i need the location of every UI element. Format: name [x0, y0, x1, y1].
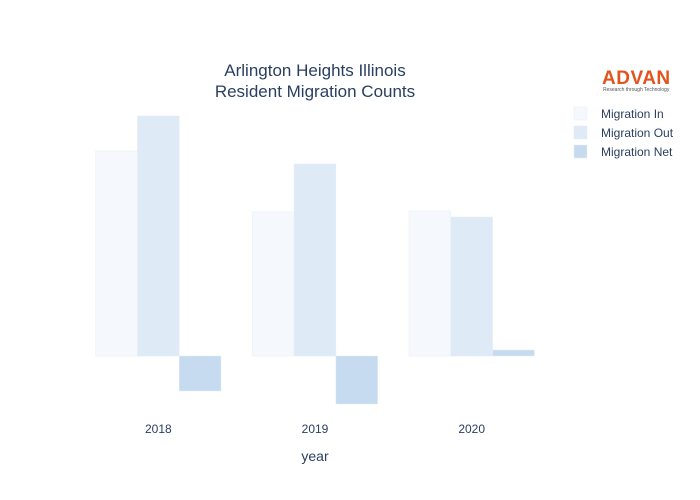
bar-migration-in-2018[interactable] [95, 150, 138, 357]
bar-migration-out-2020[interactable] [450, 216, 493, 357]
legend: Migration In Migration Out Migration Net [573, 106, 674, 159]
advan-logo: ADVAN Research through Technology [602, 68, 671, 93]
bar-migration-net-2019[interactable] [335, 355, 378, 405]
bar-migration-in-2019[interactable] [252, 211, 295, 357]
legend-swatch-migration-out [573, 125, 588, 140]
x-tick-label-2019: 2019 [302, 422, 329, 436]
bars-layer [95, 115, 535, 405]
chart-title-line-1: Arlington Heights Illinois [224, 61, 405, 80]
bar-migration-in-2020[interactable] [408, 210, 452, 357]
bar-migration-net-2018[interactable] [178, 355, 222, 392]
bar-migration-out-2019[interactable] [293, 163, 337, 357]
logo-tagline: Research through Technology [603, 87, 670, 93]
logo-wordmark: ADVAN [602, 68, 671, 89]
x-axis-title: year [301, 448, 329, 464]
x-tick-labels: 2018 2019 2020 [145, 422, 485, 436]
bar-migration-out-2018[interactable] [137, 115, 180, 357]
legend-item-migration-out[interactable]: Migration Out [573, 125, 674, 140]
bar-migration-net-2020[interactable] [492, 349, 535, 357]
legend-label-migration-net: Migration Net [601, 145, 673, 159]
legend-swatch-migration-in [573, 106, 588, 121]
legend-item-migration-in[interactable]: Migration In [573, 106, 664, 121]
legend-label-migration-out: Migration Out [601, 126, 674, 140]
legend-swatch-migration-net [573, 144, 588, 159]
x-tick-label-2018: 2018 [145, 422, 172, 436]
legend-label-migration-in: Migration In [601, 107, 664, 121]
x-tick-label-2020: 2020 [458, 422, 485, 436]
chart-title-line-2: Resident Migration Counts [215, 82, 415, 101]
legend-item-migration-net[interactable]: Migration Net [573, 144, 673, 159]
